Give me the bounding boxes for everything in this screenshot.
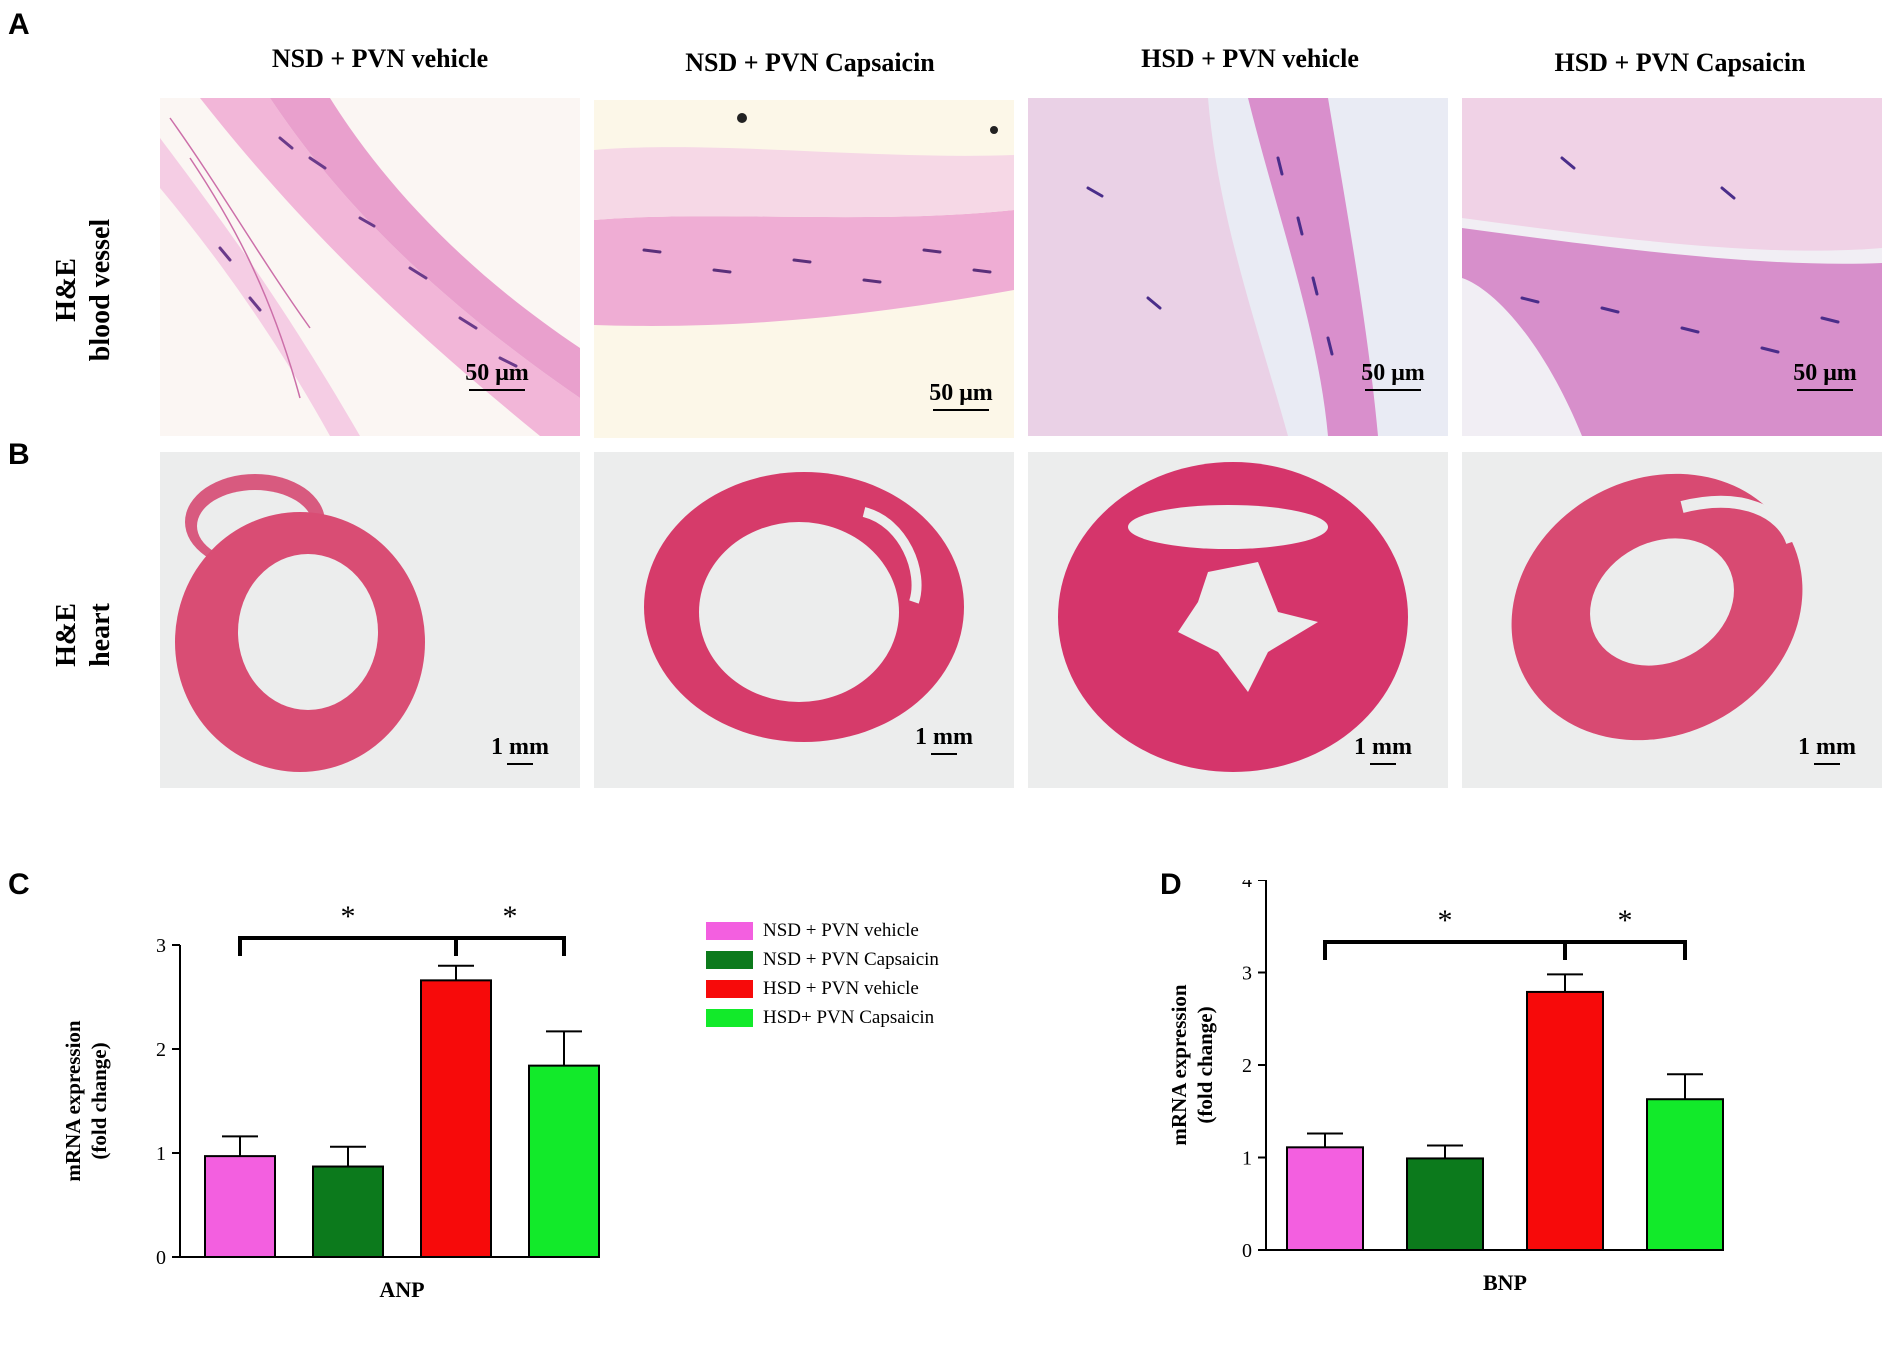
micrograph-heart-nsd-capsaicin: 1 mm xyxy=(594,452,1014,788)
scale-bar-vessel-1: 50 μm xyxy=(452,360,542,391)
legend-item-nsd-vehicle: NSD + PVN vehicle xyxy=(706,916,1046,945)
scale-bar-heart-2: 1 mm xyxy=(904,724,984,755)
y-axis-label: (fold change) xyxy=(1193,1006,1217,1123)
bar xyxy=(528,1064,600,1258)
micrograph-heart-nsd-vehicle: 1 mm xyxy=(160,452,580,788)
bar xyxy=(1406,1157,1484,1251)
y-tick-label: 1 xyxy=(1242,1148,1252,1170)
scale-bar-vessel-3: 50 μm xyxy=(1348,360,1438,391)
legend-swatch xyxy=(706,1008,753,1027)
legend-swatch xyxy=(706,950,753,969)
legend-item-nsd-capsaicin: NSD + PVN Capsaicin xyxy=(706,945,1046,974)
legend-swatch xyxy=(706,921,753,940)
scale-bar-label: 1 mm xyxy=(491,734,549,760)
legend-label: NSD + PVN Capsaicin xyxy=(763,948,939,970)
bar xyxy=(312,1165,384,1258)
scale-bar-heart-3: 1 mm xyxy=(1343,734,1423,765)
scale-bar-heart-1: 1 mm xyxy=(480,734,560,765)
scale-bar-label: 50 μm xyxy=(929,380,993,406)
row-label-heart-stain: H&E xyxy=(51,603,82,667)
significance-star: * xyxy=(503,900,518,933)
micrograph-vessel-nsd-capsaicin: 50 μm xyxy=(594,100,1014,438)
bar xyxy=(204,1155,276,1258)
row-label-heart-tissue: heart xyxy=(85,603,116,667)
micrograph-vessel-hsd-vehicle: 50 μm xyxy=(1028,98,1448,436)
y-tick-label: 2 xyxy=(1242,1055,1252,1077)
significance-star: * xyxy=(341,900,356,933)
bar xyxy=(420,979,492,1259)
significance-bracket xyxy=(1563,940,1687,960)
x-axis-label: ANP xyxy=(379,1277,424,1302)
significance-bracket xyxy=(454,936,566,956)
legend-swatch xyxy=(706,979,753,998)
y-tick-label: 3 xyxy=(1242,963,1252,985)
y-tick-label: 4 xyxy=(1242,880,1252,892)
row-label-vessel-tissue: blood vessel xyxy=(85,218,116,362)
scale-bar-heart-4: 1 mm xyxy=(1787,734,1867,765)
panel-label-b: B xyxy=(8,438,30,471)
y-tick-label: 0 xyxy=(156,1247,166,1269)
scale-bar-vessel-2: 50 μm xyxy=(916,380,1006,411)
y-tick-label: 3 xyxy=(156,935,166,957)
micrograph-vessel-hsd-capsaicin: 50 μm xyxy=(1462,98,1882,436)
column-title-nsd-vehicle: NSD + PVN vehicle xyxy=(271,44,489,73)
micrograph-vessel-nsd-vehicle: 50 μm xyxy=(160,98,580,436)
scale-bar-label: 50 μm xyxy=(1361,360,1425,386)
bar xyxy=(1286,1146,1364,1252)
bar xyxy=(1646,1098,1724,1251)
legend: NSD + PVN vehicle NSD + PVN Capsaicin HS… xyxy=(706,916,1046,1032)
scale-bar-label: 50 μm xyxy=(1793,360,1857,386)
legend-label: NSD + PVN vehicle xyxy=(763,919,919,941)
column-title-hsd-vehicle: HSD + PVN vehicle xyxy=(1141,44,1359,73)
panel-label-d: D xyxy=(1160,868,1182,901)
chart-bnp: 0 1 2 3 4 mRNA expression (fold change) BNP * * xyxy=(1167,870,1810,1335)
panel-label-a: A xyxy=(8,8,30,41)
legend-label: HSD+ PVN Capsaicin xyxy=(763,1006,935,1028)
y-tick-label: 0 xyxy=(1242,1240,1252,1262)
x-axis-label: BNP xyxy=(1483,1270,1527,1295)
significance-bracket xyxy=(1323,940,1567,960)
significance-star: * xyxy=(1618,904,1633,937)
micrograph-heart-hsd-vehicle: 1 mm xyxy=(1028,452,1448,788)
scale-bar-label: 1 mm xyxy=(1354,734,1412,760)
scale-bar-label: 1 mm xyxy=(915,724,973,750)
y-axis-label: (fold change) xyxy=(87,1042,111,1159)
y-tick-label: 2 xyxy=(156,1039,166,1061)
bar xyxy=(1526,990,1604,1252)
y-tick-label: 1 xyxy=(156,1143,166,1165)
significance-bracket xyxy=(238,936,458,956)
column-title-nsd-capsaicin: NSD + PVN Capsaicin xyxy=(685,48,935,77)
scale-bar-label: 50 μm xyxy=(465,360,529,386)
legend-item-hsd-capsaicin: HSD+ PVN Capsaicin xyxy=(706,1003,1046,1032)
y-axis-label: mRNA expression xyxy=(61,1020,85,1182)
chart-anp-svg: 0 1 2 3 mRNA expression (fold change) ANP * * xyxy=(61,900,600,1302)
row-label-heart: H&E heart xyxy=(50,505,120,765)
scale-bar-label: 1 mm xyxy=(1798,734,1856,760)
chart-anp: 0 1 2 3 mRNA expression (fold change) ANP * * xyxy=(40,880,680,1335)
y-axis-label: mRNA expression xyxy=(1170,984,1191,1146)
row-label-vessel-stain: H&E xyxy=(51,258,82,322)
significance-star: * xyxy=(1438,904,1453,937)
scale-bar-vessel-4: 50 μm xyxy=(1780,360,1870,391)
legend-label: HSD + PVN vehicle xyxy=(763,977,919,999)
column-title-hsd-capsaicin: HSD + PVN Capsaicin xyxy=(1554,48,1806,77)
panel-label-c: C xyxy=(8,868,30,901)
row-label-blood-vessel: H&E blood vessel xyxy=(50,160,120,420)
legend-item-hsd-vehicle: HSD + PVN vehicle xyxy=(706,974,1046,1003)
chart-bnp-svg: 0 1 2 3 4 mRNA expression (fold change) BNP * * xyxy=(1167,870,1724,1295)
micrograph-heart-hsd-capsaicin: 1 mm xyxy=(1462,452,1882,788)
